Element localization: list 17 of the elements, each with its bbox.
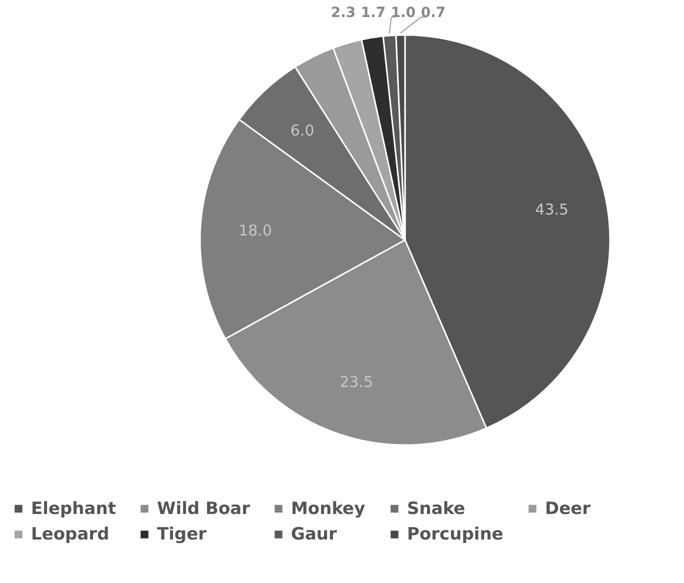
legend-label: Tiger: [157, 524, 208, 544]
legend-label: Monkey: [291, 498, 366, 519]
data-label: 6.0: [290, 122, 314, 140]
data-label: 2.3: [330, 5, 356, 22]
legend-label: Porcupine: [407, 524, 504, 544]
legend-label: Wild Boar: [157, 498, 251, 519]
legend-label: Deer: [545, 498, 592, 519]
data-label: 43.5: [535, 200, 569, 219]
legend-label: Snake: [407, 498, 466, 519]
legend-label: Elephant: [31, 498, 116, 519]
legend-label: Gaur: [291, 524, 338, 544]
data-label: 18.0: [238, 222, 272, 240]
data-label: 23.5: [340, 372, 374, 391]
data-label: 1.0: [390, 5, 416, 22]
data-label: 1.7: [360, 5, 386, 22]
legend-label: Leopard: [31, 524, 110, 544]
data-label: 0.7: [420, 5, 446, 22]
